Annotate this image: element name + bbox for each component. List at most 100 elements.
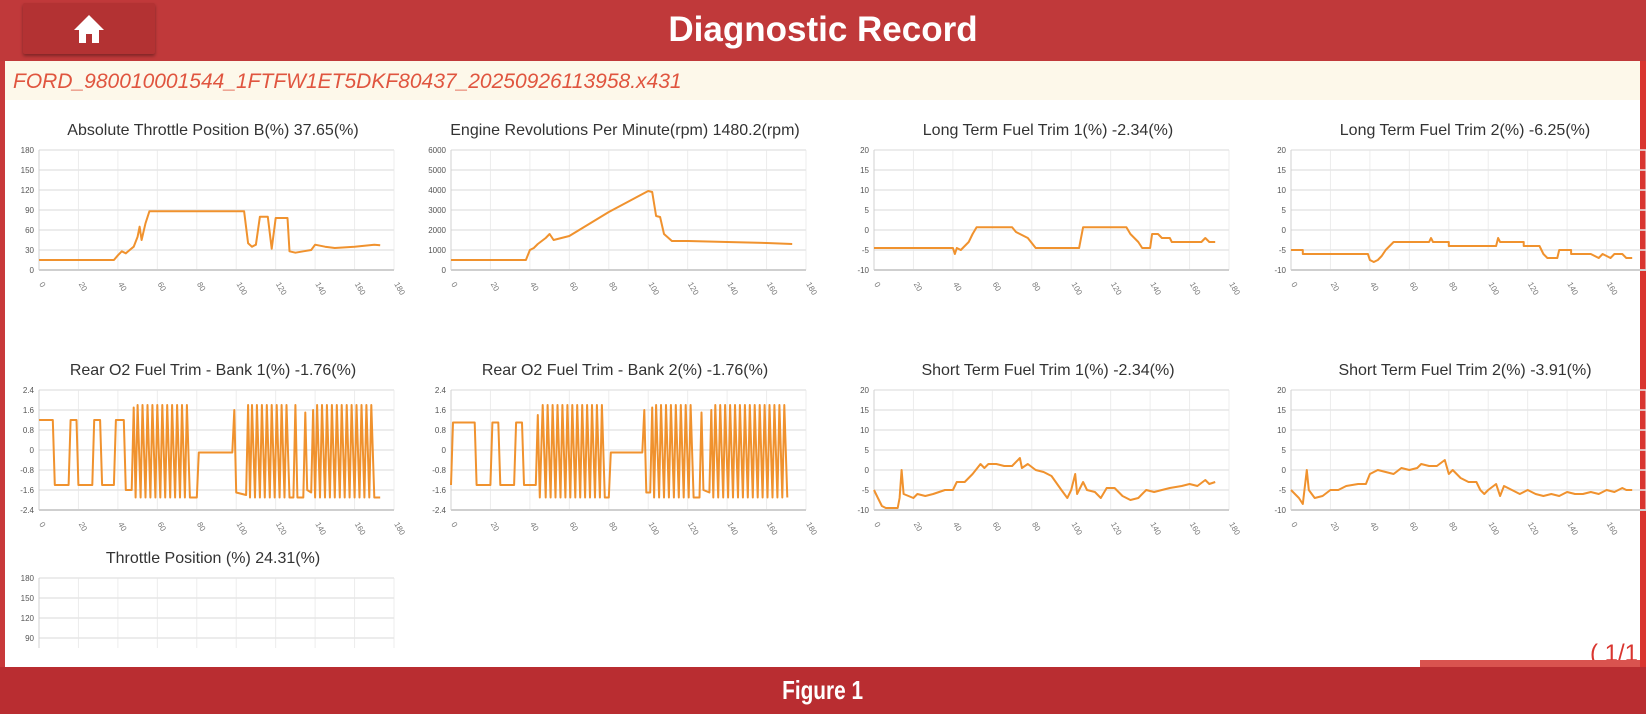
y-tick-label: 5000	[428, 166, 446, 175]
home-icon	[74, 14, 104, 43]
x-tick-label: 0	[872, 281, 882, 290]
x-tick-label: 120	[274, 521, 289, 538]
x-tick-label: 60	[991, 281, 1004, 294]
x-tick-label: 80	[607, 281, 620, 294]
y-tick-label: -10	[857, 506, 869, 515]
chart-title: Throttle Position (%) 24.31(%)	[105, 550, 321, 567]
x-tick-label: 0	[872, 521, 882, 530]
chart-7: Short Term Fuel Trim 1(%) -2.34(%) 0 20 40 6…	[848, 360, 1248, 547]
home-button[interactable]	[23, 3, 155, 54]
x-tick-label: 20	[77, 521, 90, 534]
y-tick-label: 90	[25, 206, 34, 215]
file-name: FORD_980010001544_1FTFW1ET5DKF80437_2025…	[13, 70, 682, 93]
y-tick-label: 4000	[428, 186, 446, 195]
chart-6: Rear O2 Fuel Trim - Bank 2(%) -1.76(%) 0 2…	[425, 360, 825, 547]
x-tick-label: 80	[1447, 521, 1460, 534]
page-title: Diagnostic Record	[668, 10, 978, 49]
x-tick-label: 80	[1030, 521, 1043, 534]
chart-title: Short Term Fuel Trim 1(%) -2.34(%)	[921, 362, 1175, 379]
chart-title: Rear O2 Fuel Trim - Bank 1(%) -1.76(%)	[69, 362, 357, 379]
chart-title: Rear O2 Fuel Trim - Bank 2(%) -1.76(%)	[481, 362, 769, 379]
x-tick-label: 160	[765, 521, 780, 538]
y-tick-label: 20	[860, 386, 869, 395]
y-tick-label: -5	[1279, 246, 1287, 255]
y-tick-label: 1.6	[435, 406, 447, 415]
y-tick-label: 0	[442, 446, 447, 455]
y-tick-label: 10	[1277, 426, 1286, 435]
x-tick-label: 40	[1368, 521, 1381, 534]
x-tick-label: 20	[1329, 281, 1342, 294]
x-tick-label: 80	[195, 281, 208, 294]
x-tick-label: 80	[1447, 281, 1460, 294]
x-tick-label: 100	[646, 521, 661, 538]
x-tick-label: 100	[1486, 281, 1501, 298]
y-tick-label: 180	[21, 146, 35, 155]
x-tick-label: 180	[392, 281, 407, 298]
chart-title: Engine Revolutions Per Minute(rpm) 1480.…	[450, 122, 800, 139]
line-chart: 0 20 40 60 80 100 120 140 160 180 -2.4 -1.6 -0.8 0 0.8…	[20, 386, 407, 538]
x-tick-label: 80	[607, 521, 620, 534]
x-tick-label: 80	[195, 521, 208, 534]
y-tick-label: 0	[1282, 466, 1287, 475]
y-tick-label: 6000	[428, 146, 446, 155]
x-tick-label: 100	[646, 281, 661, 298]
x-tick-label: 100	[234, 281, 249, 298]
x-tick-label: 180	[804, 521, 819, 538]
y-tick-label: -5	[1279, 486, 1287, 495]
x-tick-label: 180	[804, 281, 819, 298]
y-tick-label: -2.4	[20, 506, 34, 515]
x-tick-label: 0	[37, 281, 47, 290]
y-tick-label: 0	[442, 266, 447, 275]
y-tick-label: 3000	[428, 206, 446, 215]
x-tick-label: 0	[449, 281, 459, 290]
x-tick-label: 160	[1605, 521, 1620, 538]
x-tick-label: 180	[392, 521, 407, 538]
y-tick-label: 10	[860, 186, 869, 195]
x-tick-label: 0	[1289, 281, 1299, 290]
x-tick-label: 180	[1227, 521, 1242, 538]
x-tick-label: 100	[234, 521, 249, 538]
y-tick-label: -1.6	[432, 486, 446, 495]
x-tick-label: 120	[1526, 281, 1541, 298]
x-tick-label: 120	[274, 281, 289, 298]
x-tick-label: 40	[528, 281, 541, 294]
y-tick-label: 0	[865, 226, 870, 235]
x-tick-label: 100	[1069, 521, 1084, 538]
y-tick-label: 15	[1277, 406, 1286, 415]
x-tick-label: 120	[686, 521, 701, 538]
y-tick-label: 10	[860, 426, 869, 435]
x-tick-label: 140	[725, 521, 740, 538]
y-tick-label: 5	[1282, 206, 1287, 215]
x-tick-label: 20	[489, 521, 502, 534]
x-tick-label: 160	[1605, 281, 1620, 298]
data-series-line	[451, 190, 793, 261]
x-tick-label: 60	[568, 521, 581, 534]
x-tick-label: 100	[1486, 521, 1501, 538]
y-tick-label: -5	[862, 246, 870, 255]
x-tick-label: 100	[1069, 281, 1084, 298]
y-tick-label: 15	[1277, 166, 1286, 175]
chart-title: Long Term Fuel Trim 2(%) -6.25(%)	[1339, 122, 1591, 139]
scroll-indicator	[1420, 660, 1640, 667]
chart-title: Absolute Throttle Position B(%) 37.65(%)	[67, 122, 359, 139]
y-tick-label: 180	[21, 574, 35, 583]
x-tick-label: 120	[1526, 521, 1541, 538]
x-tick-label: 60	[568, 281, 581, 294]
header-bar: Diagnostic Record	[0, 0, 1646, 61]
x-tick-label: 180	[1227, 281, 1242, 298]
data-series-line	[450, 404, 789, 499]
y-tick-label: 90	[25, 634, 34, 643]
x-tick-label: 40	[528, 521, 541, 534]
file-name-bar: FORD_980010001544_1FTFW1ET5DKF80437_2025…	[5, 61, 1640, 100]
x-tick-label: 40	[1368, 281, 1381, 294]
y-tick-label: 0	[30, 446, 35, 455]
y-tick-label: 10	[1277, 186, 1286, 195]
data-series-line	[39, 404, 381, 499]
chart-9: Throttle Position (%) 24.31(%) 0204060801…	[13, 548, 413, 648]
line-chart: 0 20 40 60 80 100 120 140 160 180 -2.4 -1.6 -0.8 0 0.8…	[432, 386, 819, 538]
x-tick-label: 140	[725, 281, 740, 298]
